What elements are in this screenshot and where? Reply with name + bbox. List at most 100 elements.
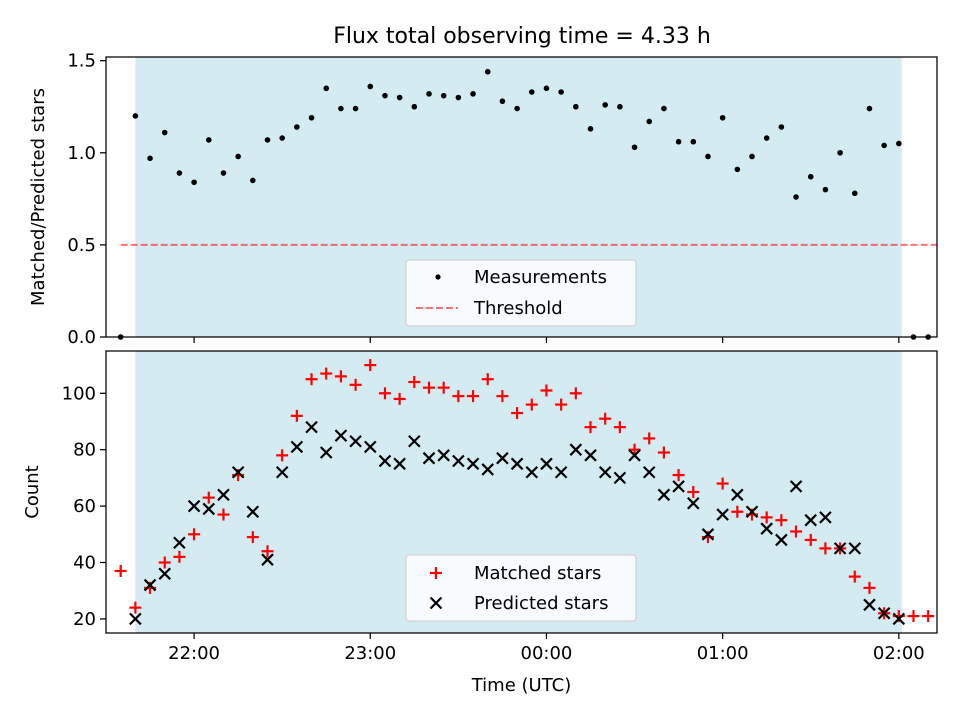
measurement-point [220, 170, 227, 176]
measurement-point [690, 138, 697, 145]
chart-title: Flux total observing time = 4.33 h [333, 24, 711, 49]
measurement-point [176, 170, 183, 176]
matched-point [202, 491, 215, 504]
predicted-point [510, 457, 524, 471]
top-y-tick-label: 1.5 [67, 51, 96, 72]
predicted-point [466, 457, 480, 471]
matched-point [334, 370, 347, 383]
bottom-y-tick-label: 100 [62, 383, 96, 404]
measurement-point [896, 140, 902, 147]
top-panel: 0.0 0.5 1.0 1.5 Matched/Predicted stars Mea… [28, 51, 938, 348]
measurement-point [558, 89, 564, 95]
predicted-point [349, 434, 362, 448]
predicted-point [804, 513, 818, 527]
predicted-point [422, 451, 436, 465]
measurement-point [675, 138, 682, 145]
predicted-point [877, 606, 891, 620]
matched-point [731, 505, 744, 518]
measurement-point [411, 103, 418, 110]
matched-point [173, 550, 186, 563]
predicted-point [202, 502, 216, 516]
predicted-point [833, 542, 847, 555]
matched-point [628, 443, 641, 456]
measurement-point [499, 98, 506, 105]
predicted-point [687, 497, 700, 510]
predicted-point [378, 454, 392, 468]
matched-point [922, 610, 935, 623]
bottom-panel: 20 40 60 80 100 22:00 23:00 00:00 01:00 02:00 Co… [22, 350, 938, 696]
matched-point [584, 421, 597, 434]
matched-point [393, 392, 406, 405]
measurement-point [661, 105, 667, 112]
predicted-point [437, 449, 450, 462]
legend-matched-glyph [430, 567, 442, 579]
matched-point [320, 367, 333, 380]
predicted-point [408, 434, 421, 448]
measurement-point [705, 153, 711, 160]
bottom-x-tick-label: 01:00 [697, 643, 749, 664]
matched-point [408, 376, 421, 389]
matched-point [290, 409, 303, 422]
predicted-point [848, 542, 862, 555]
matched-point [760, 511, 773, 524]
predicted-point [319, 446, 333, 459]
measurement-point [352, 105, 359, 112]
bottom-x-tick-label: 23:00 [344, 643, 396, 664]
matched-point [423, 381, 436, 394]
predicted-point [261, 553, 274, 566]
predicted-point [892, 612, 906, 626]
bottom-x-tick-label: 00:00 [521, 643, 573, 664]
bottom-axes-frame [105, 350, 938, 634]
matched-point [129, 601, 142, 614]
measurement-point [396, 94, 403, 101]
predicted-point [628, 449, 641, 462]
matched-point [907, 610, 920, 623]
legend-matched-label: Matched stars [474, 563, 601, 584]
legend-measurements-label: Measurements [474, 267, 607, 288]
measurement-point [807, 173, 814, 180]
measurement-point [426, 91, 432, 97]
matched-point [687, 486, 700, 498]
predicted-point [569, 443, 583, 456]
matched-point [481, 373, 494, 386]
predicted-point [642, 465, 656, 479]
predicted-point [143, 578, 157, 592]
measurement-point [264, 137, 271, 143]
legend-measurements-marker [435, 274, 441, 280]
matched-point [672, 469, 685, 482]
measurement-point [367, 83, 374, 90]
measurement-point [484, 68, 491, 75]
matched-point [261, 545, 274, 558]
predicted-point [760, 522, 773, 535]
matched-point [437, 381, 450, 394]
matched-point [349, 378, 362, 391]
x-axis-label: Time (UTC) [471, 675, 572, 696]
bottom-legend: Matched stars Predicted stars [405, 554, 637, 622]
matched-point [158, 556, 171, 569]
measurement-point [294, 124, 300, 130]
predicted-point [863, 598, 876, 612]
predicted-point [173, 536, 186, 550]
bottom-y-tick-label: 80 [73, 440, 96, 461]
matched-point [540, 384, 553, 397]
predicted-point [540, 457, 553, 471]
matched-point [378, 387, 391, 400]
predicted-point [496, 451, 509, 465]
bottom-y-axis-label: Count [22, 465, 43, 518]
measurement-point [631, 144, 638, 151]
matched-point [246, 531, 259, 544]
measurement-point [338, 105, 344, 112]
bottom-x-tick-label: 22:00 [168, 643, 220, 664]
matched-point [555, 398, 568, 411]
measurement-point [617, 103, 623, 110]
matched-point [496, 390, 509, 403]
matched-point [716, 477, 729, 490]
measurement-point [866, 105, 873, 112]
top-y-tick-label: 0.0 [67, 327, 96, 348]
predicted-point [598, 465, 612, 479]
measurement-point [455, 94, 462, 101]
measurement-point [587, 126, 594, 132]
matched-point [305, 373, 318, 386]
measurement-point [734, 166, 741, 173]
